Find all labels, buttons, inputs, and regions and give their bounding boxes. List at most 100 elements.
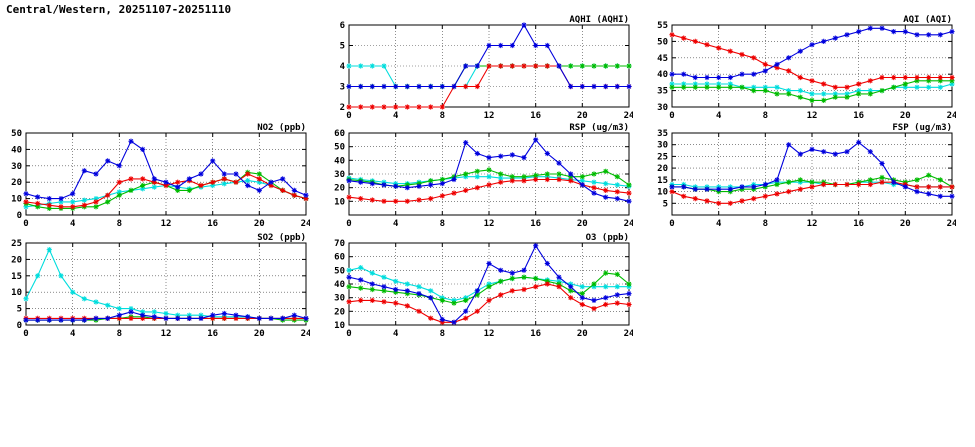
y-tick-label: 30 [334, 294, 345, 304]
y-tick-label: 30 [657, 103, 668, 113]
y-tick-label: 60 [334, 253, 345, 263]
y-tick-label: 5 [663, 199, 668, 209]
y-tick-label: 0 [17, 211, 22, 221]
x-tick-label: 24 [947, 111, 956, 121]
y-tick-label: 30 [657, 141, 668, 151]
y-tick-label: 55 [657, 21, 668, 31]
y-tick-label: 40 [11, 145, 22, 155]
series-markers-blue [23, 309, 309, 323]
y-tick-label: 50 [11, 129, 22, 139]
series-markers-red [346, 176, 632, 204]
x-tick-label: 12 [161, 219, 172, 229]
y-tick-label: 25 [11, 239, 22, 249]
x-tick-label: 8 [440, 111, 445, 121]
series-markers-blue [346, 137, 632, 204]
chart-fsp: 0 4 8 12 16 20 24 5 10 15 20 25 30 35 FSP (ug/m3) [646, 122, 958, 233]
y-tick-label: 4 [340, 62, 346, 72]
x-tick-label: 24 [947, 219, 956, 229]
x-tick-label: 20 [577, 111, 588, 121]
chart-title-o3: O3 (ppb) [586, 233, 629, 243]
y-tick-label: 20 [334, 184, 345, 194]
y-tick-label: 45 [657, 54, 668, 64]
y-tick-label: 6 [340, 21, 345, 31]
x-tick-label: 20 [900, 219, 911, 229]
series-markers-red [669, 32, 955, 90]
x-tick-label: 16 [207, 219, 218, 229]
x-tick-label: 4 [393, 219, 399, 229]
y-tick-label: 50 [657, 37, 668, 47]
chart-svg-rsp: 0 4 8 12 16 20 24 10 20 30 40 50 60 RSP (ug/m3) [334, 123, 635, 229]
y-tick-label: 70 [334, 239, 345, 249]
chart-aqhi: 0 4 8 12 16 20 24 2 3 4 5 6 AQHI (AQHI) [323, 14, 635, 125]
y-tick-label: 10 [11, 288, 22, 298]
x-tick-label: 24 [301, 329, 310, 339]
y-tick-label: 20 [11, 178, 22, 188]
chart-title-so2: SO2 (ppb) [257, 233, 306, 243]
y-tick-label: 40 [657, 70, 668, 80]
x-tick-label: 4 [716, 111, 722, 121]
y-tick-label: 50 [334, 143, 345, 153]
x-tick-label: 16 [530, 329, 541, 339]
y-tick-label: 10 [334, 321, 345, 331]
x-tick-label: 4 [393, 329, 399, 339]
chart-o3: 0 4 8 12 16 20 24 10 20 30 40 50 60 70 O3 (ppb) [323, 232, 635, 343]
page-title: Central/Western, 20251107-20251110 [6, 3, 232, 16]
chart-title-fsp: FSP (ug/m3) [892, 123, 952, 133]
y-tick-label: 40 [334, 280, 345, 290]
x-tick-label: 8 [117, 329, 122, 339]
chart-svg-o3: 0 4 8 12 16 20 24 10 20 30 40 50 60 70 O3 (ppb) [334, 233, 635, 339]
x-tick-label: 4 [70, 219, 76, 229]
x-tick-label: 8 [763, 111, 768, 121]
chart-title-no2: NO2 (ppb) [257, 123, 306, 133]
y-tick-label: 20 [657, 164, 668, 174]
y-tick-label: 35 [657, 87, 668, 97]
x-tick-label: 20 [900, 111, 911, 121]
y-tick-label: 10 [334, 197, 345, 207]
x-tick-label: 0 [669, 219, 674, 229]
x-tick-label: 24 [624, 329, 633, 339]
chart-so2: 0 4 8 12 16 20 24 0 5 10 15 20 25 SO2 (ppb) [0, 232, 312, 343]
x-tick-label: 0 [23, 329, 28, 339]
y-tick-label: 20 [11, 255, 22, 265]
x-tick-label: 0 [346, 329, 351, 339]
x-tick-label: 16 [853, 111, 864, 121]
x-tick-label: 16 [530, 219, 541, 229]
x-tick-label: 16 [207, 329, 218, 339]
chart-svg-aqhi: 0 4 8 12 16 20 24 2 3 4 5 6 AQHI (AQHI) [340, 15, 635, 121]
y-tick-label: 25 [657, 152, 668, 162]
series-line-cyan [25, 248, 306, 319]
y-tick-label: 30 [334, 170, 345, 180]
x-tick-label: 4 [716, 219, 722, 229]
chart-svg-aqi: 0 4 8 12 16 20 24 30 35 40 45 50 55 AQI (AQI) [657, 15, 958, 121]
x-tick-label: 24 [301, 219, 310, 229]
x-tick-label: 20 [254, 219, 265, 229]
x-tick-label: 8 [763, 219, 768, 229]
x-tick-label: 20 [577, 219, 588, 229]
x-tick-label: 16 [530, 111, 541, 121]
x-tick-label: 8 [440, 329, 445, 339]
y-tick-label: 15 [657, 176, 668, 186]
series-markers-blue [346, 22, 632, 90]
x-tick-label: 24 [624, 111, 633, 121]
series-markers-blue [669, 25, 955, 81]
series-markers-red [346, 281, 632, 325]
x-tick-label: 12 [484, 329, 495, 339]
y-tick-label: 5 [340, 42, 345, 52]
chart-no2: 0 4 8 12 16 20 24 0 10 20 30 40 50 NO2 (ppb) [0, 122, 312, 233]
y-tick-label: 10 [11, 195, 22, 205]
x-tick-label: 12 [161, 329, 172, 339]
y-tick-label: 2 [340, 103, 345, 113]
chart-svg-no2: 0 4 8 12 16 20 24 0 10 20 30 40 50 NO2 (ppb) [11, 123, 312, 229]
y-tick-label: 35 [657, 129, 668, 139]
x-tick-label: 0 [346, 111, 351, 121]
y-tick-label: 60 [334, 129, 345, 139]
x-tick-label: 24 [624, 219, 633, 229]
x-tick-label: 20 [254, 329, 265, 339]
y-tick-label: 40 [334, 156, 345, 166]
y-tick-label: 30 [11, 162, 22, 172]
x-tick-label: 20 [577, 329, 588, 339]
y-tick-label: 50 [334, 266, 345, 276]
x-tick-label: 4 [70, 329, 76, 339]
x-tick-label: 0 [346, 219, 351, 229]
y-tick-label: 15 [11, 272, 22, 282]
